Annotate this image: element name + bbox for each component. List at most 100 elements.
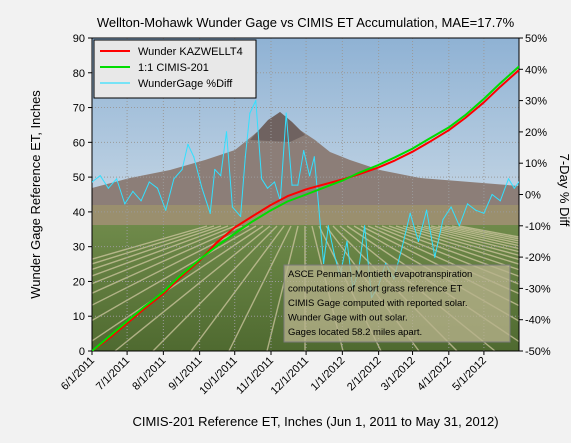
y2-tick-label: -30% bbox=[525, 283, 551, 295]
annotation-line: ASCE Penman-Montieth evapotranspiration bbox=[288, 269, 472, 280]
data-point bbox=[321, 184, 324, 186]
data-point bbox=[303, 150, 305, 152]
data-point bbox=[231, 206, 233, 208]
data-point bbox=[250, 221, 252, 223]
data-point bbox=[201, 187, 203, 189]
data-point bbox=[323, 262, 325, 264]
data-point bbox=[378, 164, 380, 166]
data-point bbox=[270, 209, 272, 211]
data-point bbox=[270, 204, 272, 206]
data-point bbox=[442, 218, 444, 221]
y-tick-label: 10 bbox=[73, 311, 85, 323]
y-axis-right: 50% 40% 30% 20% 10% 0% -10% -20% -30% -40% -50% bbox=[519, 33, 551, 358]
data-point bbox=[394, 156, 396, 158]
data-point bbox=[364, 225, 366, 227]
data-point bbox=[434, 256, 436, 258]
data-point bbox=[286, 195, 288, 197]
x-tick-label: 1/1/2012 bbox=[309, 355, 348, 394]
field-row-line bbox=[152, 225, 278, 351]
x-axis: 6/1/20117/1/20118/1/20119/1/201110/1/201… bbox=[59, 351, 489, 397]
data-point bbox=[156, 187, 159, 189]
field-row-line bbox=[92, 225, 257, 322]
y2-tick-label: 40% bbox=[525, 64, 547, 76]
y-tick-label: 0 bbox=[79, 346, 85, 358]
field-row-line bbox=[402, 225, 519, 261]
y2-axis-title: 7-Day % Diff bbox=[557, 154, 571, 227]
data-point bbox=[499, 200, 501, 202]
data-point bbox=[234, 232, 236, 235]
data-point bbox=[255, 100, 257, 102]
data-point bbox=[464, 114, 466, 116]
data-point bbox=[401, 247, 403, 249]
data-point bbox=[92, 350, 93, 351]
data-point bbox=[448, 126, 450, 128]
legend-label: WunderGage %Diff bbox=[138, 78, 233, 90]
legend-label: Wunder KAZWELLT4 bbox=[138, 46, 243, 58]
data-point bbox=[318, 209, 320, 211]
legend: Wunder KAZWELLT4 1:1 CIMIS-201 WunderGage … bbox=[93, 39, 257, 99]
field-row-line bbox=[388, 225, 519, 271]
data-point bbox=[273, 181, 276, 183]
data-point bbox=[333, 253, 335, 255]
x-tick-label: 10/1/2011 bbox=[197, 355, 240, 398]
y-tick-label: 40 bbox=[73, 207, 85, 219]
annotation-line: Gages located 58.2 miles apart. bbox=[288, 327, 422, 338]
data-point bbox=[225, 131, 228, 133]
data-point bbox=[475, 209, 477, 211]
y-tick-label: 70 bbox=[73, 103, 85, 115]
data-point bbox=[448, 129, 450, 131]
field-row-line bbox=[228, 225, 292, 351]
data-point bbox=[321, 187, 324, 189]
data-point bbox=[464, 117, 466, 119]
y-tick-label: 20 bbox=[73, 276, 85, 288]
y-axis-left: 0 10 20 30 40 50 60 70 80 90 bbox=[73, 33, 92, 358]
chart-title: Wellton-Mohawk Wunder Gage vs CIMIS ET A… bbox=[97, 15, 515, 30]
data-point bbox=[305, 188, 307, 190]
data-point bbox=[193, 156, 195, 158]
data-point bbox=[518, 181, 519, 183]
y2-tick-label: -50% bbox=[525, 346, 551, 358]
x-tick-label: 12/1/2011 bbox=[269, 355, 312, 398]
data-point bbox=[179, 275, 181, 277]
field-row-line bbox=[423, 225, 519, 250]
data-point bbox=[327, 225, 329, 227]
data-point bbox=[428, 141, 430, 143]
x-tick-label: 2/1/2012 bbox=[345, 355, 384, 394]
data-point bbox=[140, 200, 142, 202]
x-tick-label: 4/1/2012 bbox=[415, 355, 454, 394]
y2-tick-label: 0% bbox=[525, 190, 541, 202]
y-tick-label: 80 bbox=[73, 68, 85, 80]
field-row-line bbox=[374, 225, 519, 285]
data-point bbox=[483, 212, 485, 214]
field-row-line bbox=[92, 225, 250, 306]
annotation-line: CIMIS Gage computed with reported solar. bbox=[288, 298, 468, 309]
y-tick-label: 60 bbox=[73, 137, 85, 149]
x-tick-label: 5/1/2012 bbox=[450, 355, 489, 394]
data-point bbox=[286, 200, 288, 203]
annotation-box: ASCE Penman-Montieth evapotranspiration c… bbox=[283, 264, 511, 343]
data-point bbox=[378, 166, 380, 168]
y-tick-label: 90 bbox=[73, 33, 85, 45]
data-point bbox=[426, 209, 428, 211]
data-point bbox=[309, 175, 311, 177]
y2-tick-label: 50% bbox=[525, 33, 547, 45]
data-point bbox=[132, 190, 134, 192]
data-point bbox=[209, 212, 211, 214]
data-point bbox=[491, 193, 493, 196]
data-point bbox=[358, 172, 360, 174]
x-tick-label: 6/1/2011 bbox=[59, 355, 97, 393]
data-point bbox=[107, 187, 109, 189]
legend-label: 1:1 CIMIS-201 bbox=[138, 62, 209, 74]
field-row-line bbox=[114, 225, 271, 351]
mountain-peak bbox=[250, 112, 305, 142]
data-point bbox=[240, 215, 242, 217]
data-point bbox=[250, 216, 252, 218]
data-point bbox=[187, 143, 189, 145]
field-row-line bbox=[92, 225, 236, 285]
data-point bbox=[199, 258, 201, 261]
data-point bbox=[266, 187, 269, 189]
data-point bbox=[297, 184, 299, 186]
data-point bbox=[499, 86, 501, 88]
data-point bbox=[417, 240, 419, 242]
